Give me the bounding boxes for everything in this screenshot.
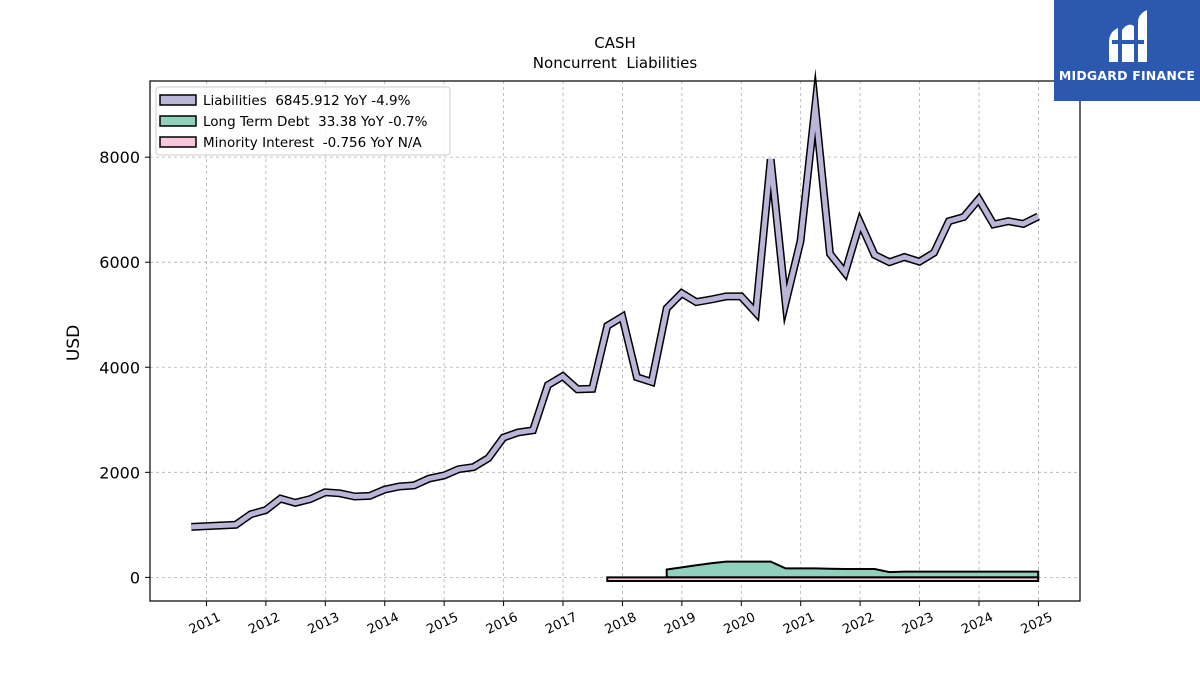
series-minority-interest-area (606, 576, 1040, 582)
brand-name: MIDGARD FINANCE (1058, 68, 1196, 83)
legend-entry: Liabilities 6845.912 YoY -4.9% (203, 93, 411, 109)
chart-subtitle: Noncurrent Liabilities (533, 54, 698, 72)
legend-swatch (159, 94, 197, 106)
x-tick-label: 2020 (722, 610, 758, 638)
midgard-logo-icon (1109, 10, 1147, 63)
grid (150, 81, 1080, 601)
plot-frame (149, 80, 1081, 602)
y-axis-label: USD (64, 325, 84, 361)
series-liabilities-outline (191, 68, 1040, 531)
x-tick-label: 2025 (1019, 610, 1055, 638)
y-tick-label: 8000 (99, 148, 140, 167)
series-layer (191, 68, 1040, 582)
legend-swatch (159, 136, 197, 148)
legend-swatch (159, 115, 197, 127)
x-tick-label: 2023 (900, 610, 936, 638)
y-tick-label: 0 (130, 568, 140, 587)
y-tick-label: 4000 (99, 358, 140, 377)
x-tick-label: 2011 (187, 610, 223, 638)
legend-box (155, 86, 451, 156)
legend-entry: Minority Interest -0.756 YoY N/A (203, 135, 422, 151)
x-tick-label: 2018 (603, 610, 639, 638)
series-liabilities-line (191, 82, 1040, 530)
x-tick-label: 2017 (543, 610, 579, 638)
x-tick-label: 2019 (662, 610, 698, 638)
x-tick-label: 2012 (246, 610, 282, 638)
y-tick-label: 6000 (99, 253, 140, 272)
x-tick-label: 2015 (425, 610, 461, 638)
series-long-term-debt-area (665, 560, 1040, 579)
x-tick-label: 2021 (781, 610, 817, 638)
x-tick-label: 2024 (959, 610, 995, 638)
chart-title: CASH (594, 34, 636, 52)
x-tick-label: 2016 (484, 610, 520, 638)
y-tick-label: 2000 (99, 463, 140, 482)
y-ticks: 0 2000 4000 6000 8000 (99, 148, 150, 587)
legend-entry: Long Term Debt 33.38 YoY -0.7% (203, 114, 428, 130)
x-tick-label: 2014 (365, 610, 401, 638)
legend: Liabilities 6845.912 YoY -4.9% Long Term … (155, 86, 451, 156)
x-ticks: 2011 2012 2013 2014 2015 2016 2017 2018 2019 2020… (187, 601, 1055, 638)
brand-logo: MIDGARD FINANCE (1054, 0, 1200, 101)
x-tick-label: 2013 (306, 610, 342, 638)
x-tick-label: 2022 (840, 610, 876, 638)
